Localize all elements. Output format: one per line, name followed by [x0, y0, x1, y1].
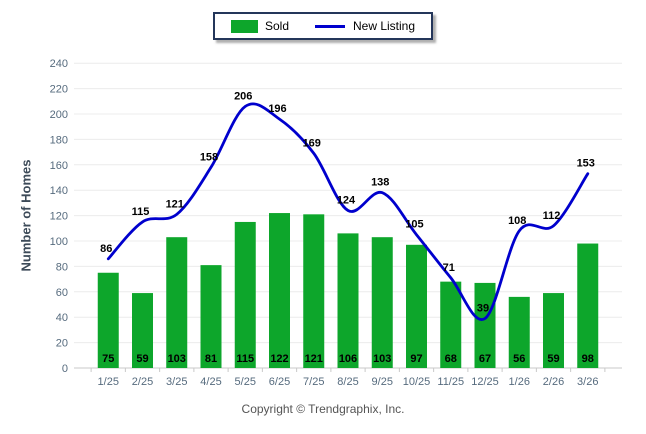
y-axis-title: Number of Homes: [18, 159, 34, 272]
new-listing-line-icon: [315, 24, 345, 28]
y-tick-label: 240: [50, 58, 68, 70]
legend-sold-label: Sold: [264, 19, 289, 33]
sold-bar-value-label: 56: [513, 353, 525, 365]
sold-bar-value-label: 115: [236, 353, 254, 365]
new-listing-value-label: 124: [337, 195, 356, 207]
chart-canvas: 0 20 40 60 80 100 120 140 160 180 200 220 240 1/25 2/2…: [50, 58, 622, 388]
sold-bar: [234, 221, 256, 368]
x-tick-label: 3/25: [166, 376, 187, 388]
new-listing-value-label: 108: [508, 215, 526, 227]
x-tick-label: 4/25: [200, 376, 221, 388]
new-listing-value-label: 39: [477, 302, 489, 314]
sold-bar-value-label: 97: [410, 353, 422, 365]
sold-bar-value-label: 122: [270, 353, 288, 365]
legend-new-listing-label: New Listing: [353, 19, 416, 33]
x-tick-label: 2/26: [543, 376, 564, 388]
sold-swatch-icon: [230, 19, 258, 33]
y-tick-label: 100: [50, 236, 68, 248]
sold-bar: [508, 296, 530, 368]
new-listing-value-label: 196: [268, 103, 286, 115]
sold-bar-value-label: 103: [168, 353, 186, 365]
sold-bar-value-label: 68: [445, 353, 457, 365]
sold-bar-value-label: 67: [479, 353, 491, 365]
y-tick-label: 120: [50, 211, 68, 223]
sold-bar: [337, 233, 359, 368]
sold-bar: [200, 265, 222, 368]
sold-bar: [371, 237, 393, 368]
sold-bar-value-label: 59: [136, 353, 148, 365]
sold-bar: [269, 213, 290, 368]
sold-bar: [166, 237, 188, 368]
x-tick-label: 2/25: [132, 376, 153, 388]
x-tick-label: 3/26: [577, 376, 598, 388]
y-tick-label: 80: [56, 261, 68, 273]
sold-bar-value-label: 121: [305, 353, 323, 365]
y-tick-label: 140: [50, 185, 68, 197]
y-tick-label: 200: [50, 109, 68, 121]
x-tick-label: 5/25: [235, 376, 256, 388]
sold-bar-value-label: 98: [582, 353, 594, 365]
new-listing-value-label: 112: [543, 210, 561, 222]
legend: Sold New Listing: [212, 12, 434, 40]
copyright-text: Copyright © Trendgraphix, Inc.: [241, 402, 405, 416]
new-listing-value-label: 71: [443, 262, 455, 274]
sold-bar: [303, 214, 325, 368]
x-tick-label: 6/25: [269, 376, 290, 388]
sold-bar-value-label: 106: [339, 353, 357, 365]
sold-bar: [97, 272, 119, 368]
x-tick-label: 7/25: [303, 376, 324, 388]
x-tick-label: 10/25: [403, 376, 431, 388]
chart-area: Number of Homes 0 20 40 60 80 100 120 140 160 180…: [0, 50, 646, 400]
sold-bar: [440, 281, 462, 368]
sold-bar-value-label: 81: [205, 353, 217, 365]
new-listing-value-label: 158: [200, 151, 218, 163]
new-listing-value-label: 121: [166, 198, 184, 210]
new-listing-value-label: 169: [303, 137, 321, 149]
sold-bar: [577, 243, 599, 368]
new-listing-value-label: 138: [371, 177, 389, 189]
x-tick-label: 12/25: [471, 376, 499, 388]
new-listing-value-label: 153: [577, 158, 595, 170]
x-tick-label: 8/25: [337, 376, 358, 388]
y-tick-label: 220: [50, 84, 68, 96]
sold-bar-value-label: 75: [102, 353, 114, 365]
x-tick-label: 11/25: [437, 376, 464, 388]
y-tick-label: 20: [56, 338, 68, 350]
sold-bar: [132, 293, 153, 368]
sold-bar: [474, 282, 496, 368]
x-tick-label: 1/26: [509, 376, 530, 388]
new-listing-value-label: 105: [405, 219, 423, 231]
x-tick-label: 9/25: [372, 376, 393, 388]
y-tick-label: 180: [50, 134, 68, 146]
new-listing-value-label: 206: [234, 90, 252, 102]
y-tick-label: 60: [56, 287, 68, 299]
sold-bar-value-label: 59: [547, 353, 559, 365]
new-listing-value-label: 86: [100, 243, 112, 255]
sold-bar: [543, 293, 564, 368]
new-listing-line: [106, 102, 590, 322]
y-tick-label: 160: [50, 160, 68, 172]
new-listing-value-label: 115: [132, 206, 150, 218]
sold-bar: [406, 244, 427, 368]
sold-bar-value-label: 103: [373, 353, 391, 365]
legend-row: Sold New Listing: [0, 0, 646, 40]
x-tick-label: 1/25: [98, 376, 119, 388]
y-tick-label: 0: [62, 363, 68, 375]
y-tick-label: 40: [56, 312, 68, 324]
